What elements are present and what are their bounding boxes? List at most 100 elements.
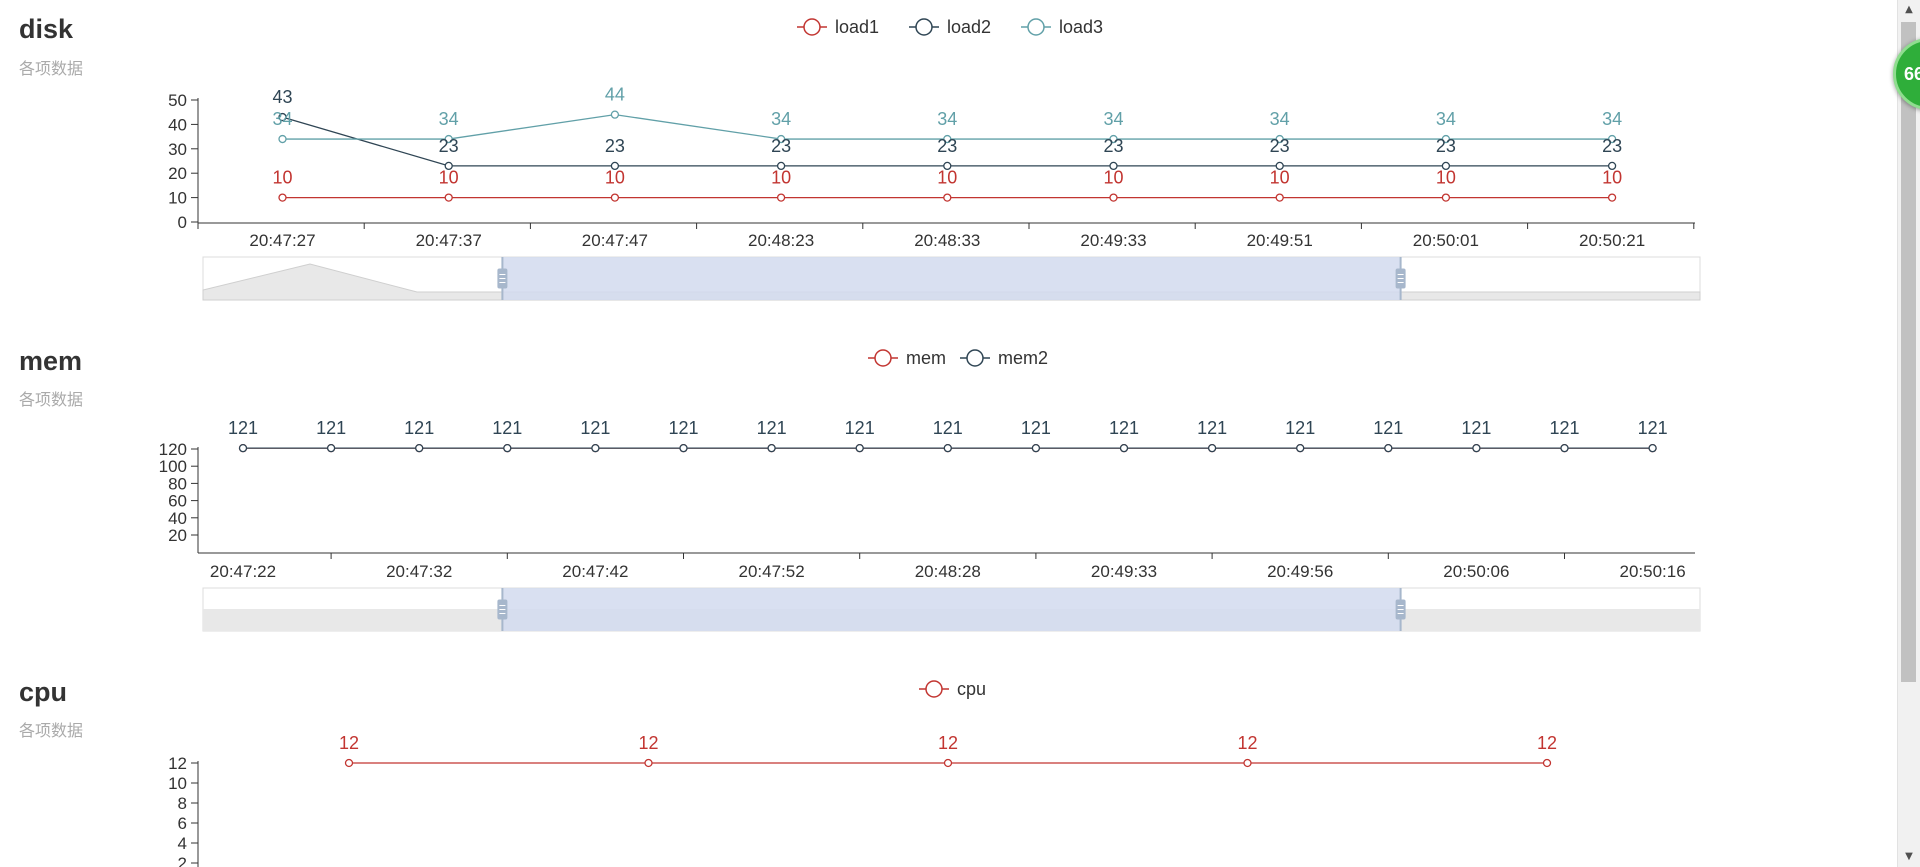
data-point-load2[interactable] — [610, 161, 620, 171]
data-label-cpu: 12 — [938, 733, 958, 753]
data-label-mem2: 121 — [845, 418, 875, 438]
data-point-mem2[interactable] — [415, 443, 424, 453]
data-point-load2[interactable] — [278, 112, 287, 122]
data-point-load1[interactable] — [776, 193, 786, 202]
data-label-load3: 34 — [1436, 109, 1456, 129]
y-tick-label: 10 — [168, 189, 187, 208]
data-point-mem2[interactable] — [855, 443, 864, 453]
x-tick-label: 20:49:56 — [1267, 562, 1333, 581]
data-point-load2[interactable] — [943, 161, 952, 171]
legend-circle-icon-mem2[interactable] — [966, 349, 984, 367]
data-label-mem2: 121 — [1285, 418, 1315, 438]
data-point-cpu[interactable] — [943, 758, 953, 768]
data-point-mem2[interactable] — [1648, 443, 1657, 453]
legend-circle-icon-cpu[interactable] — [925, 680, 943, 698]
legend-label-cpu[interactable]: cpu — [957, 679, 986, 699]
data-label-load2: 23 — [1103, 136, 1123, 156]
data-point-mem2[interactable] — [1472, 443, 1481, 453]
data-point-load3[interactable] — [943, 134, 952, 144]
x-tick-label: 20:50:06 — [1443, 562, 1509, 581]
data-point-load1[interactable] — [1275, 193, 1284, 202]
data-label-mem2: 121 — [1549, 418, 1579, 438]
data-point-load3[interactable] — [444, 134, 453, 144]
data-point-mem2[interactable] — [1207, 443, 1217, 453]
data-point-mem2[interactable] — [767, 443, 776, 453]
data-label-load2: 23 — [439, 136, 459, 156]
legend-label-load2[interactable]: load2 — [947, 17, 991, 37]
data-point-mem2[interactable] — [1031, 443, 1041, 453]
data-label-load2: 23 — [1436, 136, 1456, 156]
data-point-load2[interactable] — [776, 161, 786, 171]
data-point-load3[interactable] — [1441, 134, 1451, 144]
vertical-scrollbar[interactable]: ▲ ▼ — [1897, 0, 1920, 867]
data-point-load3[interactable] — [1607, 134, 1617, 144]
data-point-load1[interactable] — [278, 193, 287, 202]
x-tick-label: 20:47:47 — [582, 231, 648, 250]
data-point-mem2[interactable] — [1119, 443, 1129, 453]
data-point-mem2[interactable] — [326, 443, 336, 453]
data-point-mem2[interactable] — [238, 443, 248, 453]
data-point-load1[interactable] — [1607, 193, 1617, 202]
y-tick-label: 12 — [168, 754, 187, 773]
legend-label-load1[interactable]: load1 — [835, 17, 879, 37]
data-point-load3[interactable] — [278, 134, 287, 144]
data-point-mem2[interactable] — [1560, 443, 1569, 453]
data-point-load3[interactable] — [1275, 134, 1284, 144]
legend-label-mem2[interactable]: mem2 — [998, 348, 1048, 368]
data-point-mem2[interactable] — [679, 443, 688, 453]
data-point-load2[interactable] — [1441, 161, 1451, 171]
data-label-load1: 10 — [1602, 168, 1622, 188]
data-point-load2[interactable] — [444, 161, 453, 171]
data-zoom-selected-range[interactable] — [502, 588, 1401, 631]
data-point-load1[interactable] — [943, 193, 952, 202]
scroll-up-arrow-icon[interactable]: ▲ — [1905, 4, 1913, 15]
data-point-load2[interactable] — [1275, 161, 1284, 171]
data-point-mem2[interactable] — [591, 443, 600, 453]
data-point-cpu[interactable] — [644, 758, 653, 768]
data-point-cpu[interactable] — [1542, 758, 1552, 768]
data-label-cpu: 12 — [1537, 733, 1557, 753]
y-tick-label: 60 — [168, 492, 187, 511]
legend-circle-icon-load3[interactable] — [1027, 18, 1045, 36]
legend-circle-icon-load2[interactable] — [915, 18, 933, 36]
y-tick-label: 30 — [168, 140, 187, 159]
data-point-cpu[interactable] — [1243, 758, 1252, 768]
data-point-load1[interactable] — [1441, 193, 1451, 202]
data-point-load3[interactable] — [1109, 134, 1118, 144]
data-label-load1: 10 — [1270, 168, 1290, 188]
data-label-mem2: 121 — [1373, 418, 1403, 438]
data-label-load2: 23 — [771, 136, 791, 156]
legend-label-load3[interactable]: load3 — [1059, 17, 1103, 37]
data-point-load2[interactable] — [1109, 161, 1118, 171]
data-point-mem2[interactable] — [943, 443, 952, 453]
data-label-load2: 23 — [1602, 136, 1622, 156]
data-point-load1[interactable] — [444, 193, 453, 202]
legend-circle-icon-mem[interactable] — [874, 349, 892, 367]
data-point-mem2[interactable] — [503, 443, 512, 453]
x-tick-label: 20:47:27 — [249, 231, 315, 250]
data-point-mem2[interactable] — [1384, 443, 1393, 453]
data-label-cpu: 12 — [1237, 733, 1257, 753]
data-point-mem2[interactable] — [1296, 443, 1305, 453]
data-point-load2[interactable] — [1607, 161, 1617, 171]
data-label-mem2: 121 — [933, 418, 963, 438]
legend-label-mem[interactable]: mem — [906, 348, 946, 368]
data-point-load3[interactable] — [610, 110, 620, 119]
data-point-load3[interactable] — [776, 134, 786, 144]
data-label-cpu: 12 — [339, 733, 359, 753]
chart-subtitle: 各项数据 — [19, 390, 83, 409]
data-label-load3: 44 — [605, 85, 625, 105]
legend-circle-icon-load1[interactable] — [803, 18, 821, 36]
data-label-mem2: 121 — [580, 418, 610, 438]
data-label-mem2: 121 — [757, 418, 787, 438]
x-tick-label: 20:47:22 — [210, 562, 276, 581]
data-point-cpu[interactable] — [344, 758, 354, 768]
data-label-load3: 34 — [272, 109, 292, 129]
data-zoom-selected-range[interactable] — [502, 257, 1401, 300]
scrollbar-thumb[interactable] — [1901, 22, 1916, 682]
scroll-down-arrow-icon[interactable]: ▼ — [1905, 851, 1913, 862]
data-point-load1[interactable] — [610, 193, 620, 202]
data-point-load1[interactable] — [1109, 193, 1118, 202]
data-label-mem2: 121 — [1638, 418, 1668, 438]
